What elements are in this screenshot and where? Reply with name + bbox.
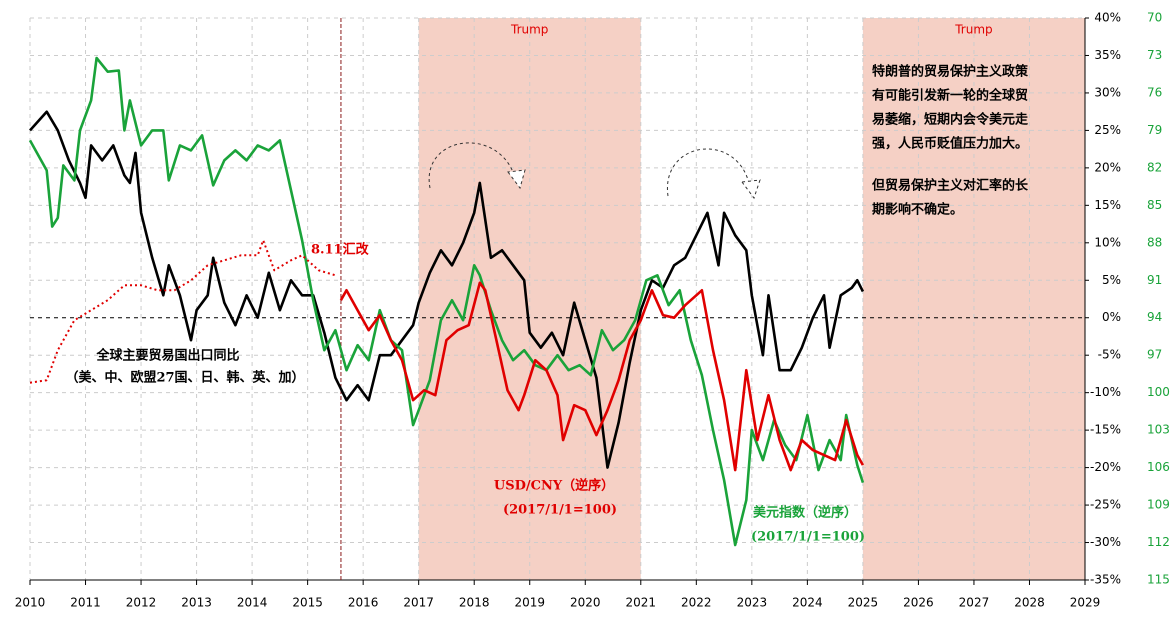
y2-tick-label: 115: [1147, 573, 1170, 587]
y2-tick-label: 94: [1147, 310, 1162, 324]
curved-arrow: [667, 148, 751, 197]
x-tick-label: 2011: [70, 596, 101, 610]
y-tick-label: -35%: [1090, 573, 1121, 587]
arrows: [428, 142, 761, 200]
x-tick-label: 2017: [403, 596, 434, 610]
series-label: USD/CNY（逆序）: [494, 478, 614, 494]
x-tick-label: 2025: [848, 596, 879, 610]
y-tick-label: -25%: [1090, 498, 1121, 512]
series-line: [28, 56, 865, 547]
series-label-note: (2017/1/1=100): [503, 503, 617, 518]
x-tick-label: 2029: [1070, 596, 1101, 610]
x-tick-label: 2022: [681, 596, 712, 610]
y-tick-label: 25%: [1094, 123, 1121, 137]
note-text: 期影响不确定。: [872, 202, 963, 218]
y-tick-label: 15%: [1094, 198, 1121, 212]
x-tick-label: 2027: [959, 596, 990, 610]
arrow-head: [507, 169, 526, 190]
x-tick-label: 2015: [292, 596, 323, 610]
note-text: 强，人民币贬值压力加大。: [872, 136, 1028, 152]
y-tick-label: 10%: [1094, 235, 1121, 249]
series-label-note: (2017/1/1=100): [751, 530, 865, 545]
period-label: Trump: [510, 23, 548, 37]
x-tick-label: 2024: [792, 596, 823, 610]
y-tick-label: 40%: [1094, 11, 1121, 25]
y-tick-label: -15%: [1090, 423, 1121, 437]
y2-tick-label: 82: [1147, 160, 1162, 174]
note-text: 易萎缩，短期内会令美元走: [872, 112, 1029, 128]
y2-tick-label: 70: [1147, 11, 1162, 25]
y-tick-label: -10%: [1090, 385, 1121, 399]
y2-tick-label: 91: [1147, 273, 1162, 287]
y2-tick-label: 97: [1147, 348, 1162, 362]
y2-tick-label: 85: [1147, 198, 1162, 212]
series-label: 全球主要贸易国出口同比: [95, 348, 239, 364]
y-tick-label: -20%: [1090, 460, 1121, 474]
period-label: Trump: [954, 23, 992, 37]
y2-tick-label: 88: [1147, 235, 1162, 249]
y-tick-label: 20%: [1094, 160, 1121, 174]
y2-tick-label: 106: [1147, 460, 1170, 474]
event-label: 8.11汇改: [311, 242, 370, 258]
note-text: 特朗普的贸易保护主义政策: [872, 64, 1029, 80]
y-tick-label: -30%: [1090, 535, 1121, 549]
note-text: 但贸易保护主义对汇率的长: [871, 178, 1029, 194]
x-tick-label: 2020: [570, 596, 601, 610]
y2-tick-label: 103: [1147, 423, 1170, 437]
x-tick-label: 2018: [459, 596, 490, 610]
x-tick-label: 2023: [737, 596, 768, 610]
x-tick-label: 2010: [15, 596, 46, 610]
x-tick-label: 2012: [126, 596, 157, 610]
x-tick-label: 2016: [348, 596, 379, 610]
series-label-note: （美、中、欧盟27国、日、韩、英、加）: [65, 370, 304, 386]
y2-tick-label: 73: [1147, 48, 1162, 62]
x-tick-label: 2028: [1014, 596, 1045, 610]
x-tick-label: 2026: [903, 596, 934, 610]
arrow-head: [741, 179, 761, 200]
series-line: [29, 110, 865, 469]
y-tick-label: -5%: [1098, 348, 1121, 362]
y-tick-label: 35%: [1094, 48, 1121, 62]
series-label: 美元指数（逆序）: [753, 505, 857, 521]
note-text: 有可能引发新一轮的全球贸: [872, 88, 1028, 104]
y2-tick-label: 76: [1147, 85, 1162, 99]
y2-tick-label: 79: [1147, 123, 1162, 137]
x-tick-label: 2021: [626, 596, 657, 610]
x-tick-label: 2013: [181, 596, 212, 610]
x-tick-label: 2019: [514, 596, 545, 610]
y-tick-label: 0%: [1102, 310, 1121, 324]
y2-tick-label: 109: [1147, 498, 1170, 512]
y2-tick-label: 100: [1147, 385, 1170, 399]
y-tick-label: 30%: [1094, 85, 1121, 99]
y2-tick-label: 112: [1147, 535, 1170, 549]
x-tick-label: 2014: [237, 596, 268, 610]
series-line: [339, 281, 865, 472]
y-tick-label: 5%: [1102, 273, 1121, 287]
